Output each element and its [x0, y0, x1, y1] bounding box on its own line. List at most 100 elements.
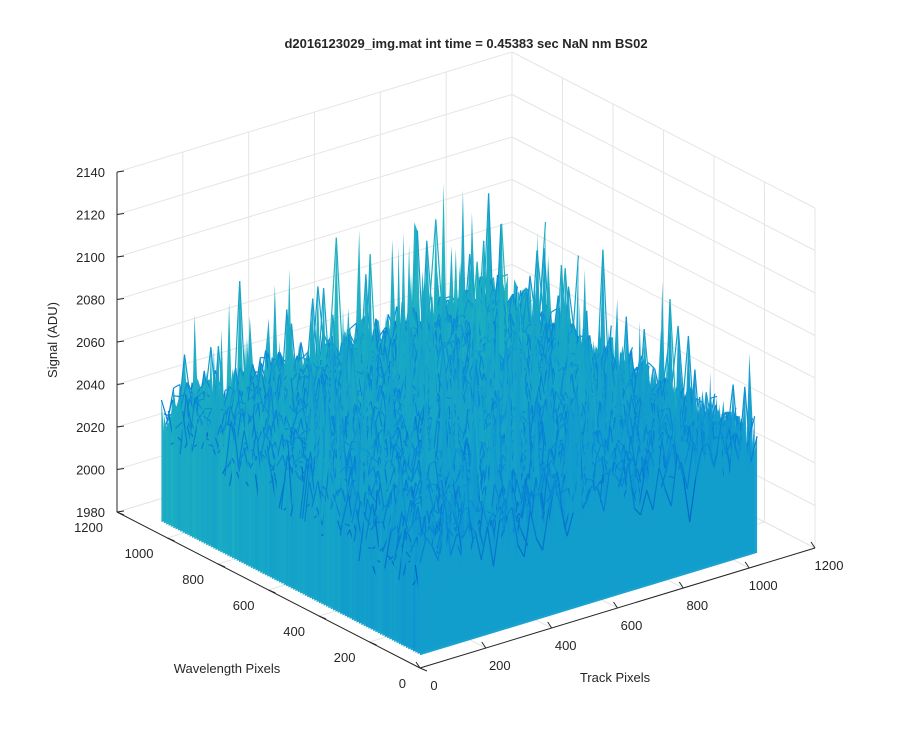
surface-ridge — [359, 274, 367, 372]
surface-ridge — [522, 335, 530, 390]
surface-ridge — [329, 237, 337, 338]
surface-ridge — [543, 312, 551, 333]
surface-ridge — [431, 296, 439, 394]
surface-ridge — [288, 404, 296, 413]
surface-ridge — [235, 408, 243, 416]
surface-ridge — [203, 415, 211, 422]
surface-ridge — [446, 340, 454, 346]
surface-ridge — [173, 383, 181, 389]
surface-ridge — [186, 382, 194, 403]
surface-ridge — [476, 261, 484, 345]
surface-ridge — [217, 346, 226, 414]
surface-ridge — [295, 436, 302, 441]
signal-surface — [160, 183, 758, 656]
surface-ridge — [573, 364, 580, 367]
surface-ridge — [294, 397, 302, 413]
surface-ridge — [296, 407, 304, 415]
surface-ridge — [473, 308, 481, 394]
back-wall-gridline — [116, 136, 513, 258]
surface-ridge — [454, 323, 462, 330]
surface-ridge — [393, 416, 401, 428]
surface-ridge — [249, 371, 257, 386]
surface-ridge — [499, 341, 507, 431]
surface-ridge — [481, 355, 490, 423]
surface-ridge — [331, 436, 339, 449]
surface-ridge — [260, 401, 268, 411]
surface-ridge — [374, 333, 382, 341]
surface-ridge — [173, 395, 180, 398]
plot-title: d2016123029_img.mat int time = 0.45383 s… — [284, 36, 647, 51]
surface-ridge — [273, 358, 280, 363]
surface-ridge — [538, 325, 546, 350]
surface-ridge — [255, 370, 263, 376]
surface-ridge — [198, 408, 206, 419]
surface-ridge — [395, 302, 403, 406]
surface-ridge — [435, 219, 443, 308]
side-wall-gridline — [511, 94, 816, 251]
surface-ridge — [224, 420, 232, 477]
surface-ridge — [519, 291, 527, 304]
surface-ridge — [378, 327, 386, 337]
surface-ridge — [556, 366, 564, 373]
surface-ridge — [175, 422, 183, 429]
surface-ridge — [488, 301, 495, 307]
surface-ridge — [370, 434, 378, 450]
surface-ridge — [467, 308, 475, 381]
surface-ridge — [260, 393, 268, 416]
side-wall-gridline — [511, 136, 816, 294]
surface-ridge — [197, 391, 205, 397]
surface-ridge — [200, 379, 208, 388]
surface-ridge — [198, 398, 205, 401]
surface-ridge — [377, 373, 385, 380]
surface-ridge — [344, 441, 352, 447]
surface-ridge — [380, 331, 388, 341]
side-wall-gridline — [511, 179, 816, 336]
surface-ridge — [246, 414, 254, 426]
surface-ridge — [314, 384, 322, 476]
surface-ridge — [462, 331, 470, 334]
surface-ridge — [290, 413, 298, 434]
surface-ridge — [505, 330, 513, 344]
surface-ridge — [317, 365, 325, 371]
surface-ridge — [271, 357, 279, 408]
surface-ridge — [280, 439, 288, 442]
surface-ridge — [349, 322, 357, 330]
surface-ridge — [219, 423, 227, 433]
surface-ridge — [564, 268, 572, 354]
surface-ridge — [425, 336, 433, 400]
surface-ridge — [295, 357, 302, 361]
surface-ridge — [160, 399, 169, 422]
surface-ridge — [269, 440, 277, 463]
surface-ridge — [409, 424, 418, 439]
surface-ridge — [179, 393, 186, 398]
surface-ridge — [394, 408, 402, 417]
surface-ridge — [292, 457, 300, 465]
surface-ridge — [488, 355, 496, 401]
surface-ridge — [276, 362, 284, 382]
surface-ridge — [254, 401, 262, 406]
side-wall-gridline — [511, 51, 816, 209]
surface-ridge — [446, 316, 454, 327]
surface-ridge — [237, 400, 245, 404]
surface-ridge — [298, 454, 306, 459]
surface-ridge — [301, 463, 310, 519]
surface-ridge — [448, 329, 456, 341]
surface-ridge — [258, 389, 266, 416]
surface-ridge — [440, 344, 447, 348]
surface-ridge — [522, 289, 530, 292]
surface-ridge — [323, 369, 331, 399]
surface-ridge — [502, 313, 511, 342]
surface-ridge — [323, 288, 331, 376]
surface-ridge — [299, 462, 307, 519]
surface-ridge — [194, 397, 202, 409]
surface-ridge — [501, 223, 509, 330]
surface-ridge — [229, 367, 237, 411]
surface-ridge — [364, 356, 372, 450]
surface-ridge — [469, 253, 477, 312]
surface-ridge — [252, 389, 260, 398]
back-wall-gridline — [116, 179, 513, 300]
surface-ridge — [345, 441, 353, 463]
surface-ridge — [300, 375, 308, 379]
side-wall-gridline — [511, 221, 816, 379]
surface-ridge — [498, 352, 506, 365]
